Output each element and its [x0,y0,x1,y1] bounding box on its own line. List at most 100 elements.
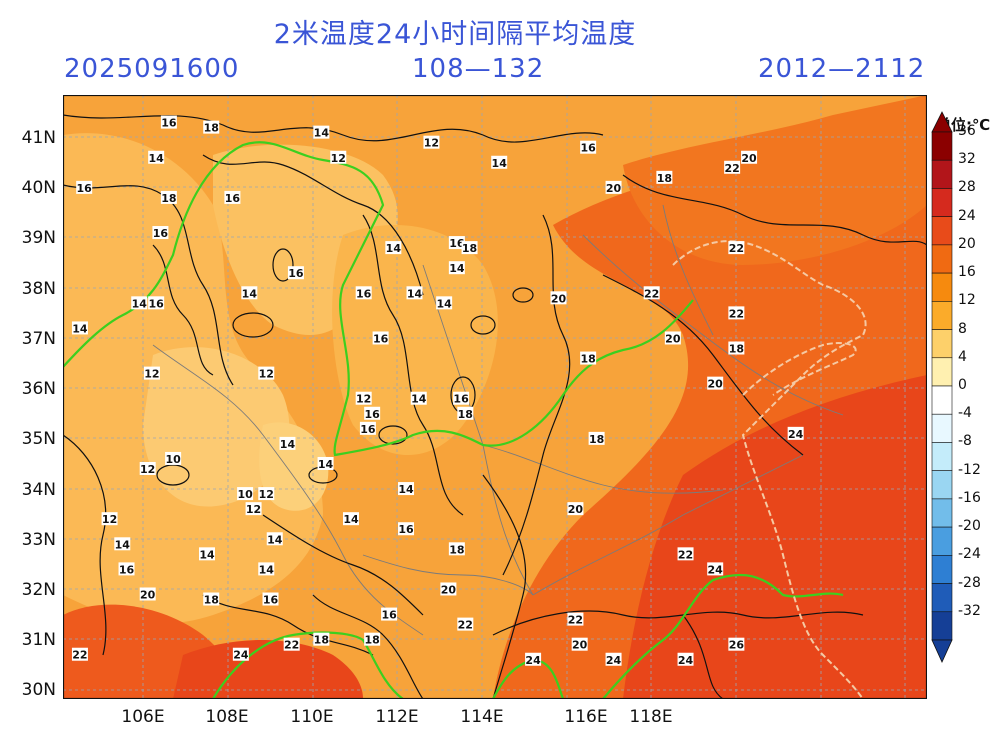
lat-label-36n: 36N [21,379,56,399]
contour-label-text: 16 [398,523,414,536]
contour-label-text: 12 [144,368,159,381]
contour-label-text: 14 [411,393,427,406]
colorbar-swatch [931,188,953,217]
lon-label-114e: 114E [460,707,504,727]
contour-label-text: 14 [259,563,275,576]
colorbar-level-label: 8 [958,320,967,337]
contour-label: 18 [461,241,478,255]
map-frame [63,95,927,699]
colorbar-swatch [931,131,953,161]
contour-label: 10 [165,451,182,466]
contour-label-text: 22 [284,639,299,652]
colorbar-swatch [931,442,953,471]
contour-label-text: 14 [199,548,215,561]
contour-label: 10 [237,487,254,501]
contour-label-text: 24 [788,428,804,441]
contour-label-text: 18 [449,543,464,556]
contour-label-text: 14 [132,297,148,310]
colorbar-level-label: 16 [958,264,976,281]
contour-label-text: 16 [373,332,389,345]
contour-label-text: 12 [356,393,371,406]
colorbar-bottom-arrow [931,639,953,663]
contour-label: 12 [258,487,275,501]
contour-label: 12 [258,366,275,381]
contour-label-text: 12 [259,368,274,381]
contour-label: 14 [198,547,215,561]
contour-label-text: 16 [77,182,93,195]
contour-label-text: 24 [678,654,694,667]
colorbar-swatch [931,470,953,500]
colorbar-swatch [931,329,953,359]
contour-label-text: 12 [102,513,117,526]
contour-label: 22 [283,637,300,652]
contour-label-text: 14 [343,513,359,526]
contour-label-text: 14 [407,287,423,300]
colorbar-level-label: -16 [958,489,981,506]
contour-label: 12 [143,366,160,381]
contour-label-text: 22 [568,614,583,627]
contour-label-text: 16 [161,117,177,130]
lon-label-118e: 118E [629,707,673,727]
contour-label: 18 [160,190,177,205]
colorbar-swatch [931,216,953,246]
colorbar-swatch [931,159,953,189]
contour-label-text: 16 [453,393,469,406]
contour-label: 18 [203,120,220,135]
contour-label-text: 10 [165,453,181,466]
field-pale-west [143,347,290,507]
contour-label: 16 [152,226,169,240]
field-hot-southeast [623,375,927,699]
lat-label-32n: 32N [21,580,56,600]
contour-label-text: 14 [449,262,465,275]
contour-label: 20 [571,637,588,652]
contour-label: 12 [139,461,156,476]
lat-label-39n: 39N [21,228,56,248]
colorbar-level-label: 32 [958,151,976,168]
colorbar-level-label: -4 [958,405,972,422]
init-time-label: 2025091600 [64,54,240,84]
contour-label-text: 14 [267,533,283,546]
colorbar-level-label: -8 [958,433,972,450]
contour-label: 20 [550,291,567,305]
contour-label-text: 12 [259,488,274,501]
contour-label-text: 22 [678,548,693,561]
contour-label: 16 [359,421,376,436]
contour-label: 16 [398,522,415,536]
contour-label-text: 20 [572,639,588,652]
contour-label: 14 [71,321,88,335]
contour-label: 22 [724,160,741,175]
contour-label-text: 16 [225,192,241,205]
contour-label-text: 18 [729,343,744,356]
lat-label-33n: 33N [21,530,56,550]
contour-label-text: 14 [242,287,258,300]
contour-label-text: 24 [525,654,541,667]
contour-label: 18 [580,351,597,366]
contour-label-text: 22 [724,162,739,175]
contour-label-text: 16 [381,609,397,622]
contour-label: 14 [436,296,453,310]
contour-label: 12 [355,391,372,406]
contour-label: 22 [677,547,694,561]
contour-label: 16 [448,236,465,250]
contour-label: 16 [148,296,165,310]
contour-label: 14 [114,537,131,551]
contour-label: 16 [76,180,93,195]
contour-label-text: 22 [644,287,659,300]
contour-label-text: 12 [140,463,155,476]
contour-label-text: 24 [708,563,724,576]
contour-label: 18 [728,341,745,356]
contour-label: 18 [364,632,381,647]
contour-label-text: 16 [153,227,169,240]
contour-label-text: 18 [458,408,473,421]
coastline [672,240,867,699]
contour-label: 12 [330,150,347,165]
contour-label: 16 [224,190,241,205]
contour-label: 22 [567,612,584,627]
contour-label: 14 [491,155,508,170]
contour-label: 14 [398,482,415,496]
lon-label-112e: 112E [375,707,419,727]
contour-label-text: 16 [119,563,135,576]
contour-label-text: 24 [233,649,249,662]
lon-label-106e: 106E [121,707,165,727]
colorbar-swatch [931,357,953,387]
